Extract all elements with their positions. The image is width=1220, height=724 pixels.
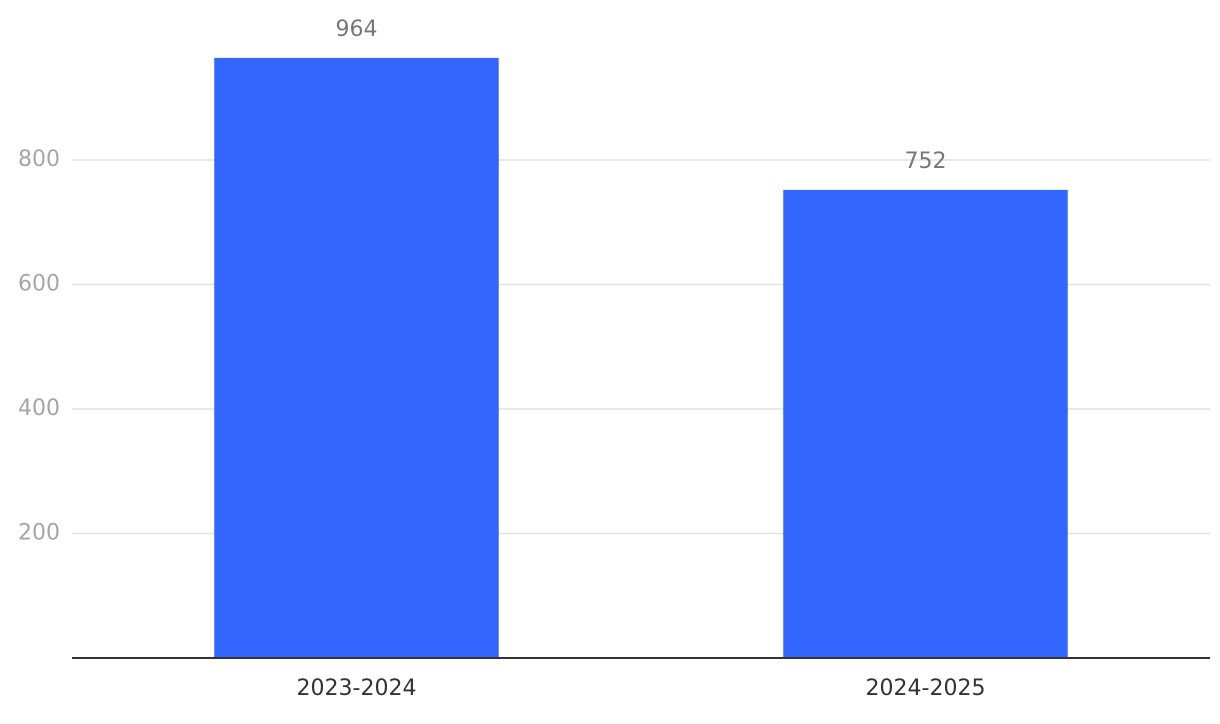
bar [214,57,499,659]
y-tick-label: 400 [18,396,60,421]
y-tick-label: 600 [18,272,60,297]
y-tick-label: 200 [18,521,60,546]
bar [783,189,1068,658]
value-label: 752 [905,149,947,174]
value-label: 964 [336,17,378,42]
y-tick-label: 800 [18,147,60,172]
x-tick-label: 2023-2024 [297,676,417,701]
x-tick-label: 2024-2025 [866,676,986,701]
